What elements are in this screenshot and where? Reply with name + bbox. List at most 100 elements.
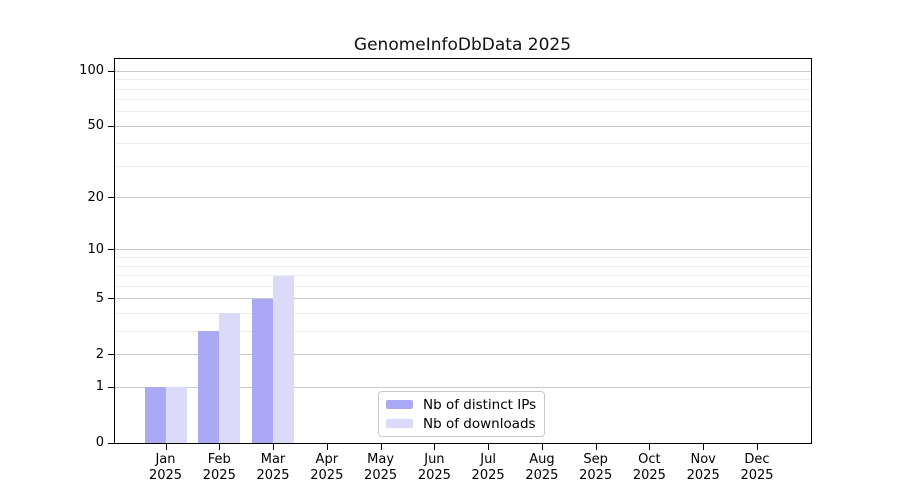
bar-distinct-ips: [198, 331, 220, 443]
gridline-minor: [114, 99, 811, 101]
legend: Nb of distinct IPs Nb of downloads: [378, 391, 545, 437]
x-tick: [757, 444, 758, 450]
x-tick-label: Mar 2025: [241, 452, 305, 484]
x-tick-label: Aug 2025: [510, 452, 574, 484]
bottom-spine: [114, 443, 812, 444]
legend-label: Nb of downloads: [423, 415, 536, 432]
x-tick-year: 2025: [310, 468, 344, 483]
gridline-major: [114, 249, 811, 251]
x-tick-label: Sep 2025: [564, 452, 628, 484]
x-tick: [595, 444, 597, 450]
y-tick: [108, 249, 114, 251]
y-tick: [108, 298, 114, 300]
x-tick-year: 2025: [417, 468, 451, 483]
gridline-minor: [114, 111, 811, 113]
x-tick-label: Oct 2025: [617, 452, 681, 484]
x-tick-year: 2025: [525, 468, 559, 483]
legend-item: Nb of distinct IPs: [386, 397, 544, 413]
x-tick-year: 2025: [256, 468, 290, 483]
y-tick-label: 100: [79, 63, 104, 79]
x-tick: [488, 444, 490, 450]
x-tick-year: 2025: [202, 468, 236, 483]
x-tick-year: 2025: [148, 468, 183, 483]
x-tick-year: 2025: [686, 468, 720, 483]
x-tick: [541, 444, 543, 450]
gridline-minor: [114, 265, 811, 267]
x-tick-label: Dec 2025: [725, 452, 789, 484]
plot-area: [114, 58, 811, 443]
x-tick-year: 2025: [740, 468, 774, 483]
gridline-minor: [114, 143, 811, 145]
x-tick: [380, 444, 382, 450]
gridline-major: [114, 125, 811, 127]
y-tick: [108, 386, 114, 388]
x-tick-month: Jul: [480, 452, 496, 467]
x-tick-label: Jul 2025: [456, 452, 520, 484]
bar-distinct-ips: [252, 298, 273, 443]
legend-label: Nb of distinct IPs: [423, 396, 537, 413]
x-tick-label: Feb 2025: [187, 452, 251, 484]
gridline-major: [114, 354, 811, 355]
y-tick-label: 20: [87, 189, 104, 205]
x-tick: [434, 444, 436, 450]
x-tick-month: Apr: [315, 452, 339, 467]
y-tick: [108, 197, 114, 199]
bar-downloads: [219, 313, 241, 443]
gridline-major: [114, 197, 811, 199]
x-tick-month: Sep: [583, 452, 608, 467]
right-spine: [811, 58, 812, 444]
x-tick: [165, 444, 167, 450]
y-tick-label: 50: [87, 118, 104, 134]
y-tick-label: 0: [95, 435, 104, 450]
gridline-minor: [114, 257, 811, 258]
x-tick-month: Jun: [424, 452, 445, 467]
left-spine: [114, 58, 115, 444]
bar-distinct-ips: [144, 387, 166, 443]
gridline-minor: [114, 165, 811, 167]
x-tick-year: 2025: [579, 468, 613, 483]
x-tick-month: Mar: [260, 452, 286, 467]
chart-title: GenomeInfoDbData 2025: [353, 35, 572, 55]
gridline-minor: [114, 285, 811, 287]
x-tick-label: Apr 2025: [295, 452, 359, 484]
legend-item: Nb of downloads: [386, 416, 544, 432]
gridline-minor: [114, 79, 811, 81]
x-tick: [219, 444, 221, 450]
x-tick-month: Oct: [638, 452, 661, 467]
x-tick-month: Dec: [744, 452, 770, 467]
x-tick-month: Feb: [207, 452, 231, 467]
x-tick-month: Jan: [155, 452, 176, 467]
bar-downloads: [273, 275, 294, 443]
x-tick-year: 2025: [364, 468, 398, 483]
gridline-major: [114, 70, 811, 72]
x-tick: [703, 444, 705, 450]
y-tick: [108, 354, 114, 355]
x-tick: [326, 444, 328, 450]
x-tick-label: Nov 2025: [671, 452, 735, 484]
x-tick: [273, 444, 274, 450]
y-tick: [108, 70, 114, 72]
x-tick-label: Jan 2025: [134, 452, 198, 484]
x-tick-month: Aug: [529, 452, 555, 467]
x-tick-month: May: [367, 452, 395, 467]
gridline-major: [114, 298, 811, 300]
x-tick: [649, 444, 651, 450]
gridline-minor: [114, 312, 811, 314]
x-tick-year: 2025: [471, 468, 505, 483]
legend-swatch: [386, 419, 413, 428]
y-tick-label: 2: [95, 346, 104, 362]
y-tick-label: 1: [95, 379, 104, 395]
bar-downloads: [165, 387, 187, 443]
x-tick-month: Nov: [690, 452, 716, 467]
y-tick: [108, 442, 114, 444]
gridline-major: [114, 386, 811, 388]
legend-swatch: [386, 400, 413, 409]
gridline-minor: [114, 275, 811, 276]
y-tick-label: 5: [95, 290, 104, 306]
y-tick-label: 10: [87, 241, 104, 257]
gridline-minor: [114, 88, 811, 90]
top-spine: [114, 58, 812, 59]
x-tick-year: 2025: [632, 468, 666, 483]
x-tick-label: Jun 2025: [402, 452, 466, 484]
